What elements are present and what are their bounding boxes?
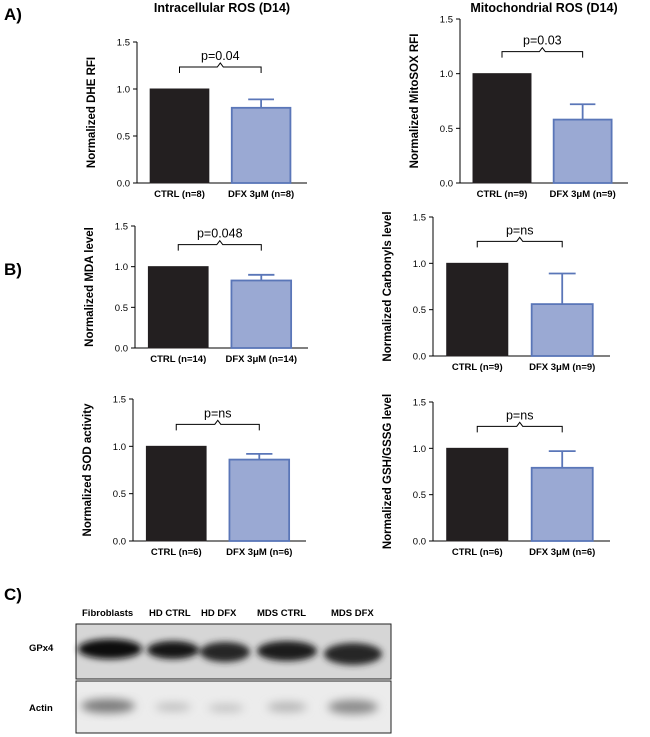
chart-title: Intracellular ROS (D14) [154,1,290,15]
significance-bracket [476,236,563,248]
chart-3: 0.0 0.5 1.0 1.5 Normalized MDA level CTRL (n=… [84,222,308,365]
gpx4-band-hd-ctrl [147,641,199,659]
p-value-label: p=0.048 [197,227,243,241]
gpx4-band-hd-dfx [200,642,250,662]
category-label-ctrl: CTRL (n=8) [154,189,205,200]
p-value-label: p=0.04 [201,49,240,63]
bar-dfx [230,106,292,184]
y-tick-label: 1.0 [413,259,426,270]
y-tick-label: 0.0 [117,179,130,190]
gpx4-band-mds-dfx [324,643,382,665]
y-tick-label: 0.5 [113,489,126,500]
y-tick-label: 0.0 [440,179,453,190]
y-tick-label: 1.5 [113,395,126,406]
y-tick-label: 1.0 [440,69,453,80]
category-label-ctrl: CTRL (n=9) [477,189,528,200]
y-tick-label: 1.5 [115,222,128,233]
category-label-dfx: DFX 3μM (n=8) [228,189,294,200]
category-label-ctrl: CTRL (n=6) [151,547,202,558]
y-axis-label: Normalized MDA level [84,227,96,347]
bar-dfx [228,458,291,542]
blot-bands-gpx4 [78,639,382,665]
blot-lane-label-hd-dfx: HD DFX [201,608,237,619]
bar-ctrl [149,88,210,184]
bar-dfx [530,303,594,357]
y-tick-label: 0.5 [413,305,426,316]
blot-row-label-gpx4: GPx4 [29,643,54,654]
y-axis-label: Normalized MitoSOX RFI [409,34,421,169]
actin-band-hd-ctrl [155,703,191,711]
blot-lane-label-mds-dfx: MDS DFX [331,608,374,619]
y-tick-label: 0.0 [115,344,128,355]
western-blot: Fibroblasts HD CTRL HD DFX MDS CTRL MDS … [29,608,392,734]
y-tick-label: 1.5 [117,38,130,49]
y-tick-label: 0.5 [440,124,453,135]
y-axis-label: Normalized GSH/GSSG level [382,394,394,549]
y-tick-label: 1.5 [413,213,426,224]
chart-title: Mitochondrial ROS (D14) [470,1,617,15]
p-value-label: p=ns [204,406,231,420]
y-tick-label: 0.5 [117,132,130,143]
actin-band-mds-dfx [328,700,378,714]
actin-band-mds-ctrl [267,702,307,712]
category-label-ctrl: CTRL (n=9) [452,362,503,373]
y-tick-label: 0.0 [413,537,426,548]
category-label-dfx: DFX 3μM (n=6) [226,547,292,558]
bar-dfx [552,118,613,184]
panel-letter-b: B) [4,260,22,279]
chart-1: Intracellular ROS (D14) 0.0 0.5 1.0 1.5 Norma… [86,1,307,200]
y-tick-label: 1.0 [117,85,130,96]
significance-bracket [177,239,262,251]
bar-dfx [530,466,594,542]
panel-letter-a: A) [4,5,22,24]
category-label-ctrl: CTRL (n=6) [452,547,503,558]
category-label-dfx: DFX 3μM (n=9) [550,189,616,200]
p-value-label: p=0.03 [523,34,562,48]
bar-ctrl [145,445,207,542]
panel-letter-c: C) [4,585,22,604]
bar-ctrl [446,447,509,542]
significance-bracket [476,421,563,433]
y-tick-label: 1.0 [115,262,128,273]
blot-row-label-actin: Actin [29,703,53,714]
y-tick-label: 0.0 [113,537,126,548]
y-axis-label: Normalized DHE RFI [86,57,98,168]
bar-ctrl [147,266,209,349]
y-axis-label: Normalized SOD activity [82,403,94,537]
category-label-dfx: DFX 3μM (n=9) [529,362,595,373]
category-label-ctrl: CTRL (n=14) [150,354,206,365]
significance-bracket [179,62,262,73]
y-tick-label: 1.5 [413,398,426,409]
significance-bracket [175,419,260,431]
bar-ctrl [446,262,509,357]
blot-lane-label-fibroblasts: Fibroblasts [82,608,133,619]
y-tick-label: 1.0 [113,442,126,453]
actin-band-hd-dfx [208,704,244,712]
gpx4-band-fibroblasts [78,639,142,659]
blot-lane-label-hd-ctrl: HD CTRL [149,608,191,619]
y-tick-label: 1.0 [413,444,426,455]
chart-2: Mitochondrial ROS (D14) 0.0 0.5 1.0 1.5 Norma… [409,1,628,200]
p-value-label: p=ns [506,223,533,237]
category-label-dfx: DFX 3μM (n=14) [226,354,298,365]
actin-band-fibroblasts [81,699,135,713]
y-axis-label: Normalized Carbonyls level [382,211,394,361]
y-tick-label: 1.5 [440,15,453,26]
blot-lane-label-mds-ctrl: MDS CTRL [257,608,306,619]
gpx4-band-mds-ctrl [257,641,317,661]
category-label-dfx: DFX 3μM (n=6) [529,547,595,558]
chart-5: 0.0 0.5 1.0 1.5 Normalized SOD activity CTRL … [82,395,306,558]
significance-bracket [501,46,584,58]
blot-bands-actin [81,699,378,714]
bar-ctrl [472,73,532,184]
y-tick-label: 0.5 [115,303,128,314]
p-value-label: p=ns [506,408,533,422]
y-tick-label: 0.5 [413,490,426,501]
chart-4: 0.0 0.5 1.0 1.5 Normalized Carbonyls level CT… [382,211,610,373]
y-tick-label: 0.0 [413,352,426,363]
charts-group: Intracellular ROS (D14) 0.0 0.5 1.0 1.5 Norma… [82,1,628,558]
bar-dfx [230,279,293,349]
chart-6: 0.0 0.5 1.0 1.5 Normalized GSH/GSSG level CTR… [382,394,610,558]
